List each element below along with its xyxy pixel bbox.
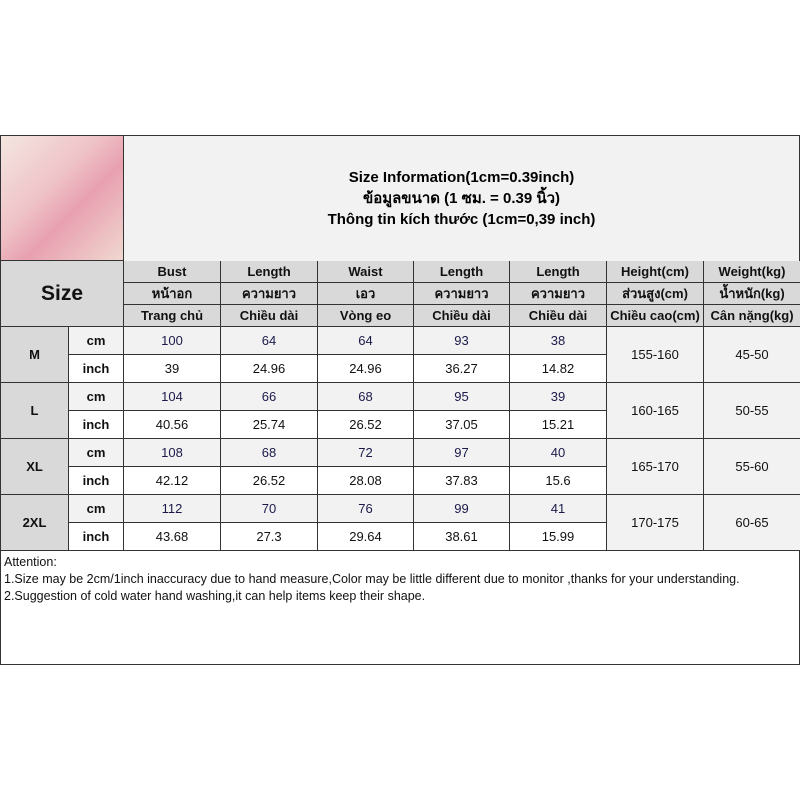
attention-heading: Attention:	[4, 555, 57, 569]
inch-value: 36.27	[414, 355, 510, 383]
column-header: ความยาว	[510, 283, 607, 305]
unit-label: cm	[69, 327, 124, 355]
title-vi: Thông tin kích thước (1cm=0,39 inch)	[327, 211, 596, 228]
cm-value: 64	[318, 327, 414, 355]
size-name: XL	[1, 439, 69, 495]
cm-value: 68	[318, 383, 414, 411]
cm-value: 40	[510, 439, 607, 467]
cm-value: 68	[221, 439, 318, 467]
height-range: 155-160	[607, 327, 704, 383]
cm-value: 108	[124, 439, 221, 467]
weight-range: 55-60	[704, 439, 800, 495]
unit-label: inch	[69, 467, 124, 495]
inch-value: 43.68	[124, 523, 221, 551]
size-name: 2XL	[1, 495, 69, 551]
inch-value: 24.96	[221, 355, 318, 383]
inch-value: 15.21	[510, 411, 607, 439]
size-header: Size	[1, 261, 124, 327]
cm-value: 99	[414, 495, 510, 523]
column-header: Chiều dài	[414, 305, 510, 327]
inch-value: 37.83	[414, 467, 510, 495]
title-en: Size Information(1cm=0.39inch)	[348, 169, 575, 186]
column-header: Weight(kg)	[704, 261, 800, 283]
column-header: Height(cm)	[607, 261, 704, 283]
height-range: 170-175	[607, 495, 704, 551]
weight-range: 60-65	[704, 495, 800, 551]
inch-value: 15.6	[510, 467, 607, 495]
chart-title: Size Information(1cm=0.39inch) ข้อมูลขนา…	[124, 136, 799, 262]
cm-value: 38	[510, 327, 607, 355]
inch-value: 38.61	[414, 523, 510, 551]
inch-value: 42.12	[124, 467, 221, 495]
inch-value: 39	[124, 355, 221, 383]
size-name: L	[1, 383, 69, 439]
column-header: Chiều dài	[221, 305, 318, 327]
cm-value: 93	[414, 327, 510, 355]
cm-value: 112	[124, 495, 221, 523]
height-range: 160-165	[607, 383, 704, 439]
product-photo	[1, 136, 124, 261]
cm-value: 95	[414, 383, 510, 411]
cm-value: 76	[318, 495, 414, 523]
cm-value: 97	[414, 439, 510, 467]
column-header: Bust	[124, 261, 221, 283]
weight-range: 45-50	[704, 327, 800, 383]
cm-value: 64	[221, 327, 318, 355]
column-header: เอว	[318, 283, 414, 305]
unit-label: cm	[69, 495, 124, 523]
title-th: ข้อมูลขนาด (1 ซม. = 0.39 นิ้ว)	[362, 190, 561, 207]
cm-value: 66	[221, 383, 318, 411]
unit-label: inch	[69, 411, 124, 439]
column-header: หน้าอก	[124, 283, 221, 305]
inch-value: 14.82	[510, 355, 607, 383]
unit-label: inch	[69, 523, 124, 551]
inch-value: 40.56	[124, 411, 221, 439]
inch-value: 26.52	[318, 411, 414, 439]
inch-value: 28.08	[318, 467, 414, 495]
unit-label: inch	[69, 355, 124, 383]
cm-value: 70	[221, 495, 318, 523]
cm-value: 104	[124, 383, 221, 411]
inch-value: 24.96	[318, 355, 414, 383]
unit-label: cm	[69, 383, 124, 411]
cm-value: 100	[124, 327, 221, 355]
weight-range: 50-55	[704, 383, 800, 439]
cm-value: 41	[510, 495, 607, 523]
inch-value: 26.52	[221, 467, 318, 495]
column-header: ความยาว	[414, 283, 510, 305]
column-header: Length	[510, 261, 607, 283]
inch-value: 27.3	[221, 523, 318, 551]
inch-value: 25.74	[221, 411, 318, 439]
column-header: น้ำหนัก(kg)	[704, 283, 800, 305]
size-name: M	[1, 327, 69, 383]
unit-label: cm	[69, 439, 124, 467]
column-header: ส่วนสูง(cm)	[607, 283, 704, 305]
attention-note: 1.Size may be 2cm/1inch inaccuracy due t…	[4, 572, 740, 586]
column-header: Length	[221, 261, 318, 283]
height-range: 165-170	[607, 439, 704, 495]
cm-value: 72	[318, 439, 414, 467]
column-header: Length	[414, 261, 510, 283]
inch-value: 37.05	[414, 411, 510, 439]
cm-value: 39	[510, 383, 607, 411]
attention-note: 2.Suggestion of cold water hand washing,…	[4, 589, 426, 603]
column-header: Trang chủ	[124, 305, 221, 327]
size-chart: Size Information(1cm=0.39inch) ข้อมูลขนา…	[0, 135, 800, 665]
inch-value: 15.99	[510, 523, 607, 551]
column-header: Chiều dài	[510, 305, 607, 327]
column-header: Vòng eo	[318, 305, 414, 327]
attention-notes: Attention: 1.Size may be 2cm/1inch inacc…	[1, 552, 800, 607]
column-header: Waist	[318, 261, 414, 283]
column-header: ความยาว	[221, 283, 318, 305]
inch-value: 29.64	[318, 523, 414, 551]
column-header: Cân nặng(kg)	[704, 305, 800, 327]
column-header: Chiều cao(cm)	[607, 305, 704, 327]
